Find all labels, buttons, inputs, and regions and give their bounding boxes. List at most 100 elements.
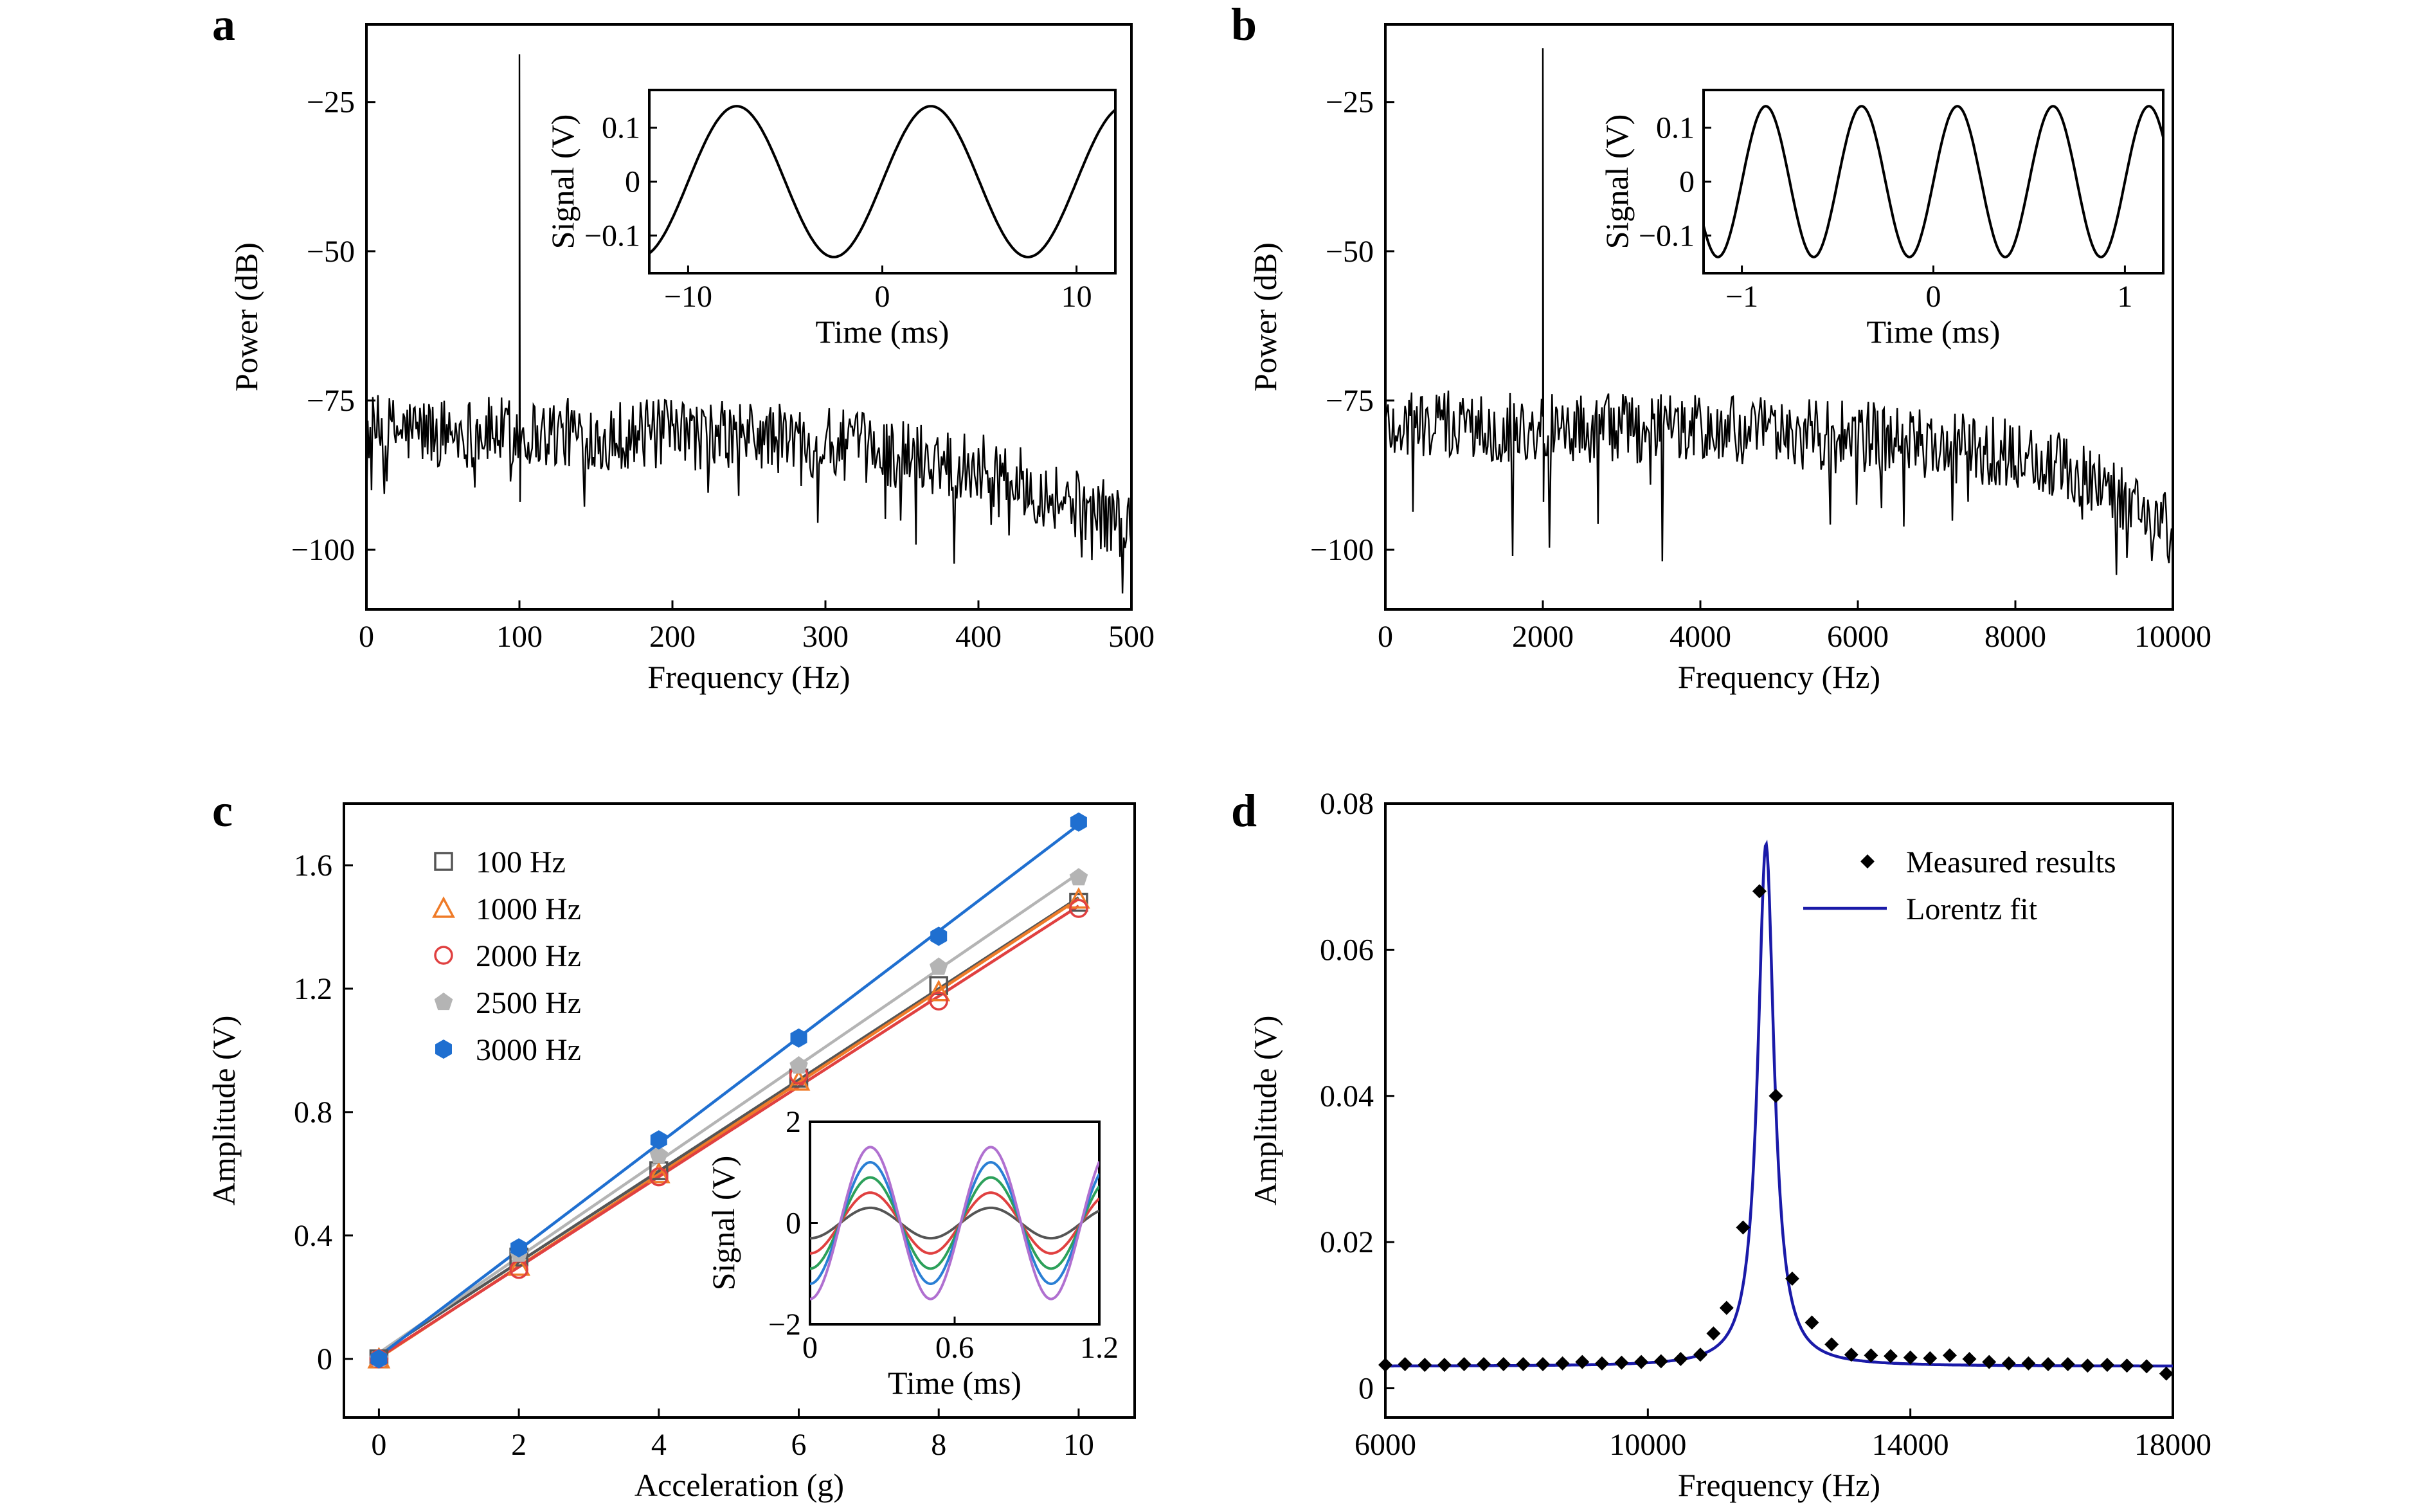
y-axis-label: Amplitude (V) [1247, 1016, 1283, 1206]
x-tick-label: 6000 [1354, 1428, 1416, 1462]
x-tick-label: 8000 [1985, 620, 2046, 654]
x-axis-label: Time (ms) [1867, 314, 2001, 350]
legend-marker-measured [1860, 854, 1875, 869]
y-axis-label: Signal (V) [705, 1156, 741, 1291]
x-tick-label: 2 [511, 1428, 526, 1462]
legend-label-4: 3000 Hz [476, 1033, 581, 1067]
measured-point-7 [1516, 1357, 1530, 1371]
legend-marker-0 [435, 853, 452, 870]
x-tick-label: 6 [791, 1428, 807, 1462]
y-tick-label: −75 [1326, 384, 1374, 418]
measured-point-18 [1720, 1301, 1734, 1315]
measured-point-9 [1556, 1356, 1570, 1371]
x-tick-label: 0 [802, 1331, 818, 1365]
panel-d-chart: 6000 10000 14000 1800000.020.040.060.08Freq… [1247, 787, 2211, 1503]
measured-point-27 [1884, 1349, 1898, 1364]
y-axis-label: Signal (V) [1599, 114, 1635, 249]
x-tick-label: 10 [1061, 280, 1092, 314]
x-tick-label: 1 [2117, 280, 2132, 314]
measured-point-0 [1378, 1358, 1392, 1372]
y-tick-label: −50 [307, 235, 355, 269]
measured-point-32 [1982, 1355, 1996, 1369]
y-tick-label: −75 [307, 384, 355, 418]
x-axis-label: Frequency (Hz) [1678, 1467, 1880, 1503]
y-tick-label: 0.1 [1656, 111, 1695, 145]
x-tick-label: 0 [875, 280, 890, 314]
x-tick-label: 300 [802, 620, 849, 654]
panel-c-chart: 0 2 4 6 8 1000.40.81.21.6Acceleration (g)Ampl… [206, 804, 1135, 1503]
chart_data-3-frame [1385, 804, 2173, 1418]
y-tick-label: −0.1 [1639, 219, 1695, 253]
y-tick-label: −50 [1326, 235, 1374, 269]
measured-point-24 [1824, 1337, 1839, 1351]
x-axis-label: Time (ms) [816, 314, 950, 350]
measured-point-36 [2061, 1357, 2075, 1371]
legend-marker-2 [435, 947, 452, 964]
measured-point-11 [1595, 1356, 1609, 1371]
measured-point-37 [2080, 1358, 2094, 1372]
measured-point-12 [1615, 1356, 1629, 1370]
measured-point-17 [1706, 1326, 1720, 1340]
panel-label-d: d [1231, 785, 1257, 836]
inset-background [810, 1122, 1099, 1324]
legend-label-lorentz: Lorentz fit [1906, 892, 2038, 926]
y-tick-label: −0.1 [584, 219, 640, 253]
legend-marker-4 [435, 1040, 452, 1059]
x-tick-label: 0 [1926, 280, 1941, 314]
x-axis-label: Frequency (Hz) [647, 659, 850, 695]
x-axis-label: Acceleration (g) [634, 1467, 844, 1503]
x-tick-label: 0 [359, 620, 374, 654]
y-tick-label: 0.8 [294, 1095, 332, 1130]
x-tick-label: −10 [664, 280, 712, 314]
measured-point-13 [1634, 1355, 1648, 1369]
panel-label-a: a [212, 0, 235, 50]
legend-marker-3 [435, 993, 453, 1010]
measured-point-8 [1536, 1357, 1550, 1371]
x-tick-label: 500 [1108, 620, 1155, 654]
x-tick-label: 400 [955, 620, 1002, 654]
x-axis-label: Frequency (Hz) [1678, 659, 1880, 695]
y-axis-label: Power (dB) [228, 242, 264, 392]
legend-label-0: 100 Hz [476, 845, 566, 879]
legend-marker-1 [434, 899, 453, 917]
y-tick-label: 0 [786, 1207, 801, 1241]
measured-point-21 [1769, 1089, 1783, 1103]
y-tick-label: 0 [625, 165, 640, 199]
measured-point-41 [2159, 1367, 2174, 1381]
measured-point-15 [1673, 1352, 1688, 1366]
panel-label-b: b [1231, 0, 1257, 50]
y-tick-label: 0.1 [602, 111, 640, 145]
data-point-4-4 [930, 926, 947, 946]
y-tick-label: −25 [307, 86, 355, 120]
panel-label-c: c [212, 785, 233, 836]
y-tick-label: 0.4 [294, 1219, 332, 1253]
y-axis-label: Amplitude (V) [206, 1016, 242, 1206]
data-point-3-3 [789, 1056, 808, 1074]
y-tick-label: −2 [768, 1308, 801, 1342]
y-tick-label: −25 [1326, 86, 1374, 120]
measured-point-33 [2002, 1356, 2016, 1371]
measured-point-5 [1477, 1357, 1491, 1371]
y-axis-label: Power (dB) [1247, 242, 1283, 392]
measured-point-30 [1943, 1348, 1957, 1362]
measured-point-3 [1437, 1358, 1452, 1372]
y-tick-label: −100 [291, 533, 355, 567]
x-tick-label: 0.6 [935, 1331, 974, 1365]
measured-point-38 [2100, 1358, 2114, 1372]
measured-point-1 [1398, 1357, 1412, 1371]
measured-point-2 [1418, 1358, 1432, 1372]
measured-point-10 [1575, 1355, 1589, 1369]
x-tick-label: 6000 [1827, 620, 1889, 654]
x-tick-label: 10000 [2134, 620, 2211, 654]
x-tick-label: 10 [1063, 1428, 1094, 1462]
x-tick-label: 4 [651, 1428, 667, 1462]
y-tick-label: 0.02 [1320, 1225, 1374, 1259]
x-tick-label: 14000 [1872, 1428, 1949, 1462]
x-tick-label: 8 [931, 1428, 946, 1462]
y-tick-label: 1.2 [294, 972, 332, 1006]
measured-point-34 [2021, 1356, 2035, 1371]
data-point-3-5 [1070, 868, 1088, 885]
y-tick-label: 0 [1358, 1372, 1374, 1406]
y-tick-label: 0 [1679, 165, 1695, 199]
measured-point-16 [1693, 1347, 1707, 1362]
